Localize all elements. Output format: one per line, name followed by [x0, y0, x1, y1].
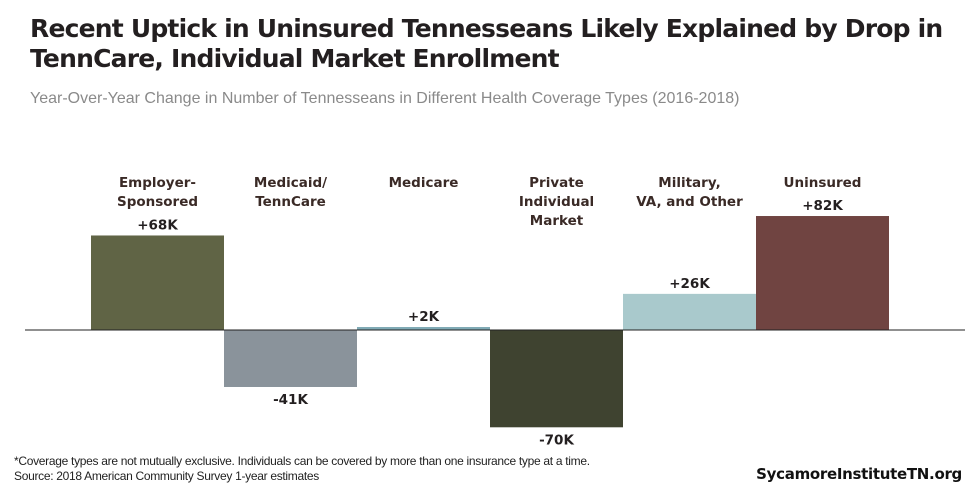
- footnote: *Coverage types are not mutually exclusi…: [14, 454, 590, 468]
- category-label: TennCare: [255, 194, 326, 210]
- data-label: +82K: [802, 198, 843, 214]
- data-label: -70K: [539, 432, 574, 448]
- category-label: Medicaid/: [254, 175, 327, 191]
- chart-title: Recent Uptick in Uninsured Tennesseans L…: [30, 14, 943, 73]
- bar: [91, 235, 224, 330]
- bar: [224, 330, 357, 387]
- chart-subtitle: Year-Over-Year Change in Number of Tenne…: [30, 90, 740, 107]
- data-label: -41K: [273, 392, 308, 408]
- footnotes: *Coverage types are not mutually exclusi…: [14, 454, 590, 484]
- bar-chart: +68K Employer- Sponsored -41K Medicaid/TennC…: [25, 175, 965, 448]
- bar: [623, 293, 756, 330]
- category-label: Market: [530, 213, 584, 229]
- brand-logo-text: SycamoreInstituteTN.org: [756, 465, 962, 483]
- category-label: Sponsored: [117, 194, 198, 210]
- category-label: Individual: [519, 194, 594, 210]
- data-label: +2K: [408, 309, 440, 325]
- data-label: +26K: [669, 276, 710, 292]
- category-label: Uninsured: [784, 175, 862, 191]
- category-label: Private: [529, 175, 584, 191]
- category-label: Medicare: [389, 175, 459, 191]
- category-label: VA, and Other: [636, 194, 743, 210]
- bar: [756, 216, 889, 330]
- bar: [357, 327, 490, 330]
- category-label: Military,: [658, 175, 720, 191]
- category-label: Employer-: [119, 175, 196, 191]
- data-label: +68K: [137, 217, 178, 233]
- bar: [490, 330, 623, 428]
- source-note: Source: 2018 American Community Survey 1…: [14, 469, 319, 483]
